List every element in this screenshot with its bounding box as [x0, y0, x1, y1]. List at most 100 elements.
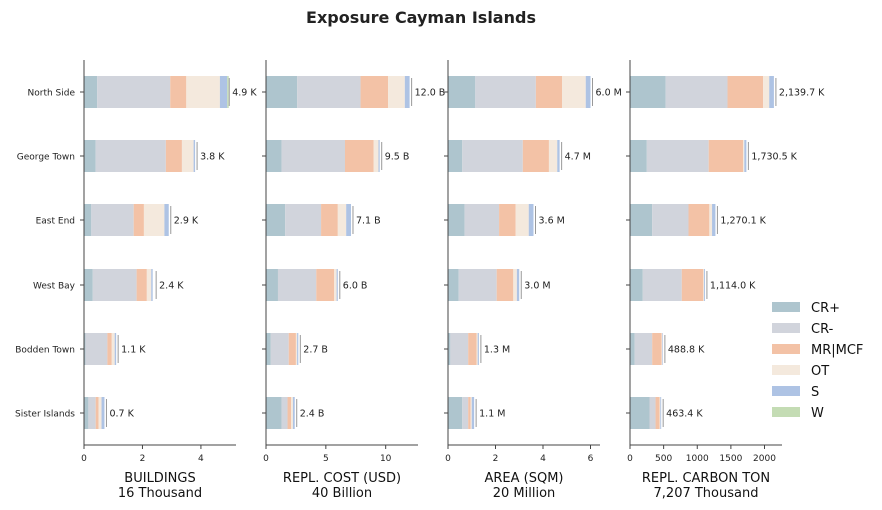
bar-segment-mr-mcf: [288, 333, 296, 365]
total-label: 0.7 K: [109, 409, 134, 420]
total-label: 1,730.5 K: [751, 152, 797, 163]
bar-segment-cr-: [630, 76, 666, 108]
x-axis-sublabel: 7,207 Thousand: [654, 486, 759, 501]
bar-segment-ot: [295, 333, 298, 365]
bar-segment-cr-: [652, 204, 689, 236]
x-tick-label: 2: [493, 454, 499, 464]
category-label: George Town: [17, 153, 75, 163]
total-label: 7.1 B: [356, 216, 381, 227]
x-tick-label: 0: [627, 454, 633, 464]
legend-label: W: [811, 406, 824, 421]
chart-title: Exposure Cayman Islands: [306, 8, 536, 27]
category-label: East End: [36, 217, 75, 227]
bar-segment-ot: [703, 269, 704, 301]
category-label: Bodden Town: [15, 346, 75, 356]
bar-segment-mr-mcf: [688, 204, 710, 236]
bar-segment-s: [660, 397, 662, 429]
total-label: 9.5 B: [385, 152, 410, 163]
bar-segment-w: [227, 76, 229, 108]
bar-segment-cr-: [97, 76, 171, 108]
bar-segment-cr-: [448, 269, 459, 301]
bar-segment-s: [378, 140, 380, 172]
bar-segment-s: [585, 76, 591, 108]
bar-segment-cr-: [642, 269, 682, 301]
bar-segment-ot: [742, 140, 745, 172]
x-axis-label: REPL. COST (USD): [283, 471, 401, 486]
category-label: West Bay: [33, 282, 76, 292]
x-tick-label: 10: [380, 454, 392, 464]
bar-segment-ot: [515, 204, 529, 236]
bar-segment-cr-: [285, 204, 322, 236]
bar-segment-cr-: [448, 333, 451, 365]
legend-label: CR+: [811, 301, 840, 316]
total-label: 1.1 K: [121, 345, 146, 356]
bar-segment-mr-mcf: [344, 140, 374, 172]
x-tick-label: 4: [198, 454, 204, 464]
bar-segment-ot: [146, 269, 152, 301]
bar-segment-cr-: [84, 204, 92, 236]
bar-segment-s: [164, 204, 169, 236]
total-label: 12.0 B: [415, 88, 446, 99]
bar-segment-s: [114, 333, 117, 365]
total-label: 1.3 M: [484, 345, 510, 356]
bar-segment-mr-mcf: [655, 397, 660, 429]
bar-segment-s: [346, 204, 351, 236]
bar-segment-cr-: [91, 204, 134, 236]
bar-segment-mr-mcf: [708, 140, 743, 172]
bar-segment-cr-: [448, 204, 465, 236]
category-label: Sister Islands: [15, 410, 75, 420]
x-tick-label: 2000: [753, 454, 776, 464]
bar-segment-s: [101, 397, 105, 429]
bar-segment-cr-: [630, 397, 650, 429]
total-label: 463.4 K: [666, 409, 703, 420]
bar-segment-mr-mcf: [287, 397, 292, 429]
bar-segment-ot: [661, 333, 663, 365]
bar-segment-s: [297, 333, 299, 365]
bar-segment-cr-: [630, 269, 643, 301]
bar-segment-cr-: [475, 76, 536, 108]
legend-swatch-cr-: [772, 323, 800, 333]
bar-segment-cr-: [281, 140, 345, 172]
bar-segment-ot: [143, 204, 165, 236]
bar-segment-mr-mcf: [522, 140, 549, 172]
legend-label: OT: [811, 364, 829, 379]
total-label: 6.0 B: [343, 281, 368, 292]
bar-segment-ot: [513, 269, 517, 301]
bar-segment-s: [516, 269, 520, 301]
bar-segment-cr-: [266, 140, 282, 172]
legend-swatch-s: [772, 386, 800, 396]
bar-segment-cr-: [297, 76, 361, 108]
x-axis-label: BUILDINGS: [124, 471, 195, 486]
bar-segment-s: [662, 333, 663, 365]
bar-segment-s: [404, 76, 410, 108]
bar-segment-cr-: [462, 140, 523, 172]
x-axis-label: REPL. CARBON TON: [642, 471, 770, 486]
x-tick-label: 5: [323, 454, 329, 464]
bar-segment-ot: [98, 397, 102, 429]
total-label: 2,139.7 K: [779, 88, 825, 99]
bar-segment-s: [193, 140, 196, 172]
bar-segment-mr-mcf: [360, 76, 389, 108]
x-tick-label: 6: [588, 454, 594, 464]
bar-segment-mr-mcf: [652, 333, 662, 365]
x-tick-label: 2: [140, 454, 146, 464]
bar-segment-ot: [337, 204, 347, 236]
bar-segment-cr-: [630, 333, 635, 365]
bar-segment-cr-: [646, 140, 709, 172]
bar-segment-cr-: [266, 204, 286, 236]
bar-segment-cr-: [85, 333, 108, 365]
legend-swatch-w: [772, 407, 800, 417]
total-label: 2.4 B: [300, 409, 325, 420]
bar-segment-mr-mcf: [95, 397, 99, 429]
bar-segment-ot: [763, 76, 770, 108]
bar-segment-cr-: [84, 397, 89, 429]
bar-segment-ot: [186, 76, 220, 108]
bar-segment-ot: [291, 397, 293, 429]
bar-segment-cr-: [450, 333, 469, 365]
x-tick-label: 0: [445, 454, 451, 464]
total-label: 3.8 K: [200, 152, 225, 163]
bar-segment-cr-: [448, 140, 463, 172]
bar-segment-ot: [659, 397, 661, 429]
